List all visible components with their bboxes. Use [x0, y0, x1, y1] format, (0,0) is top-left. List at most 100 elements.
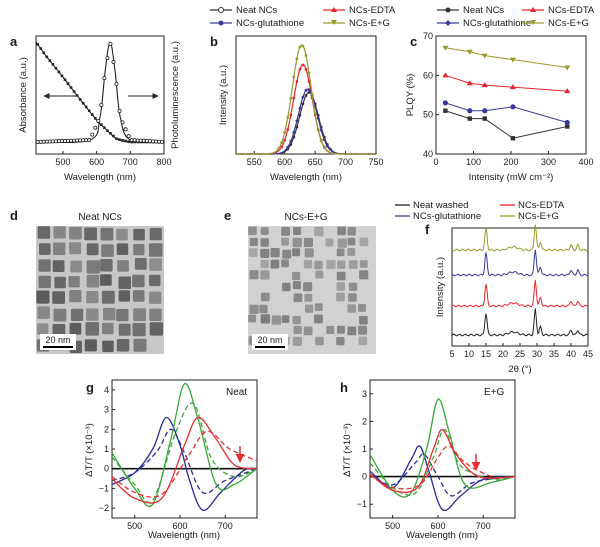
data-marker — [316, 116, 320, 120]
x-tick-label: 20 — [498, 349, 508, 359]
legend-label: NCs-glutathione — [463, 18, 531, 29]
panel-label: g — [86, 380, 94, 395]
y-axis-label: Intensity (a.u.) — [218, 65, 229, 125]
data-marker — [298, 67, 302, 71]
pl-marker — [105, 56, 110, 61]
data-marker — [298, 113, 302, 117]
ta-spectrum — [111, 416, 258, 504]
data-point — [467, 108, 473, 114]
pl-marker — [117, 109, 122, 114]
y-axis-label: PLQY (%) — [405, 74, 416, 117]
pl-curve — [35, 41, 165, 144]
x-tick-label: 700 — [476, 521, 491, 531]
data-marker — [316, 128, 320, 132]
x-tick-label: 700 — [338, 157, 353, 167]
plot-frame — [235, 35, 377, 155]
data-marker — [292, 96, 296, 100]
pl-marker — [96, 118, 101, 123]
data-marker — [286, 116, 290, 119]
pl-marker — [90, 132, 95, 137]
data-marker — [286, 145, 290, 149]
series-line — [445, 110, 568, 139]
pl-marker — [87, 138, 92, 143]
x-tick-label: 600 — [89, 157, 104, 167]
data-point — [565, 124, 570, 129]
y-tick-label: 0 — [362, 472, 367, 482]
x-tick-label: 25 — [515, 349, 525, 359]
pl-marker — [126, 134, 131, 139]
data-marker — [283, 131, 287, 134]
data-point — [466, 80, 473, 86]
data-marker — [289, 113, 293, 117]
data-marker — [301, 95, 305, 99]
data-marker — [310, 92, 314, 96]
x-tick-label: 500 — [55, 157, 70, 167]
eg-pl-curve — [235, 44, 375, 155]
x-tick-label: 5 — [449, 349, 454, 359]
y-axis-label-left: Absorbance (a.u.) — [18, 57, 29, 133]
y-tick-label: 1 — [362, 444, 367, 454]
data-point — [510, 136, 516, 141]
panel-label: h — [340, 380, 348, 395]
legend-label: NCs-glutathione — [413, 211, 481, 222]
x-axis-label: Wavelength (nm) — [406, 530, 478, 541]
panel-label: e — [224, 208, 231, 223]
data-marker — [298, 45, 302, 49]
xrd-pattern — [451, 224, 589, 252]
y-axis-label: Intensity (a.u.) — [435, 257, 446, 317]
data-point — [467, 116, 472, 121]
x-tick-label: 10 — [464, 349, 474, 359]
legend-label: NCs-E+G — [548, 18, 589, 29]
data-marker — [292, 75, 296, 79]
data-marker — [283, 138, 287, 142]
x-tick-label: 200 — [503, 157, 518, 167]
abs-marker — [106, 129, 109, 132]
abs-marker — [103, 126, 106, 129]
panel-a: a 500 600 700 800 Wavelength (nm) Absorbanc… — [10, 34, 181, 183]
pl-marker — [93, 125, 98, 130]
panel-label: a — [10, 34, 18, 49]
y-axis-label-right: Photoluminescence (a.u.) — [170, 41, 181, 149]
x-tick-label: 650 — [308, 157, 323, 167]
y-axis-label: ΔT/T (×10⁻³) — [84, 423, 95, 477]
pl-marker — [123, 127, 128, 132]
data-point — [442, 72, 449, 78]
abs-marker — [127, 140, 130, 143]
legend-label: NCs-glutathione — [236, 18, 304, 29]
ta-spectrum — [369, 445, 516, 490]
panel-c: c 0 100 200 300 400 40 50 60 70 Intensity (mW cm… — [405, 31, 594, 183]
panel-tag: E+G — [484, 387, 505, 398]
data-marker — [319, 128, 323, 132]
panel-d: d Neat NCs 20 nm — [10, 208, 164, 354]
abs-marker — [69, 86, 73, 89]
legend-label: Neat NCs — [236, 5, 277, 16]
abs-marker — [66, 82, 70, 85]
pl-marker — [99, 103, 104, 108]
data-marker — [304, 94, 308, 97]
legend-f: Neat washed NCs-EDTA NCs-glutathione NCs… — [395, 200, 565, 222]
abs-marker — [124, 139, 127, 143]
data-marker — [295, 119, 299, 123]
plot-frame — [369, 379, 516, 519]
scale-bar-label: 20 nm — [257, 335, 282, 345]
data-marker — [319, 139, 323, 143]
data-point — [564, 65, 571, 71]
data-point — [442, 100, 448, 106]
data-point — [482, 108, 488, 114]
data-point — [443, 108, 448, 113]
absorbance-curve — [35, 41, 165, 143]
y-tick-label: −1 — [99, 483, 109, 493]
legend-bc: Neat NCs NCs-EDTA NCs-glutathione NCs-E+… — [210, 5, 396, 29]
abs-marker — [78, 98, 82, 101]
data-marker — [301, 63, 305, 67]
curves — [369, 398, 516, 512]
axis-ticks: 500 600 700 3 2 1 0 −1 — [357, 389, 491, 531]
series-line — [445, 102, 568, 124]
legend-item-neat: Neat NCs — [210, 5, 277, 16]
data-point — [442, 45, 449, 51]
pl-marker — [102, 76, 107, 81]
data-point — [564, 119, 570, 126]
ta-spectrum — [369, 398, 516, 498]
x-tick-label: 400 — [578, 157, 593, 167]
scale-bar-label: 20 nm — [45, 335, 70, 345]
